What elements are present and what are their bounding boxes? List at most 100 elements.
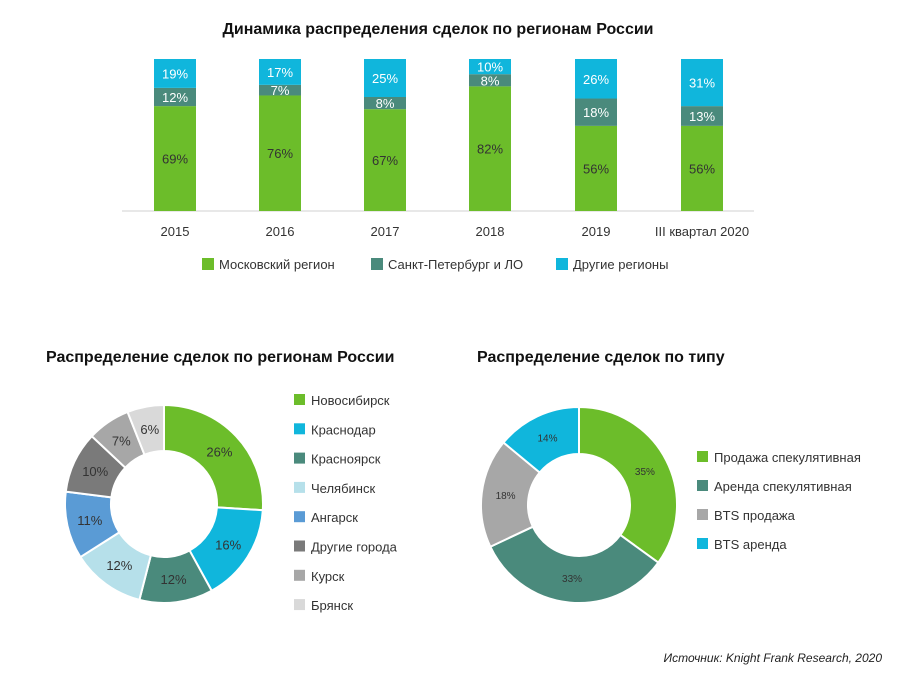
donut-slice xyxy=(502,405,580,474)
legend-label: BTS продажа xyxy=(714,508,796,523)
bar-x-axis-labels: 2015 2016 2017 2018 2019 III квартал 2020 xyxy=(161,224,750,239)
bar-chart-legend: Московский регион Санкт-Петербург и ЛО Дру… xyxy=(202,257,668,272)
bar-segment xyxy=(154,106,196,211)
legend-swatch xyxy=(697,480,708,491)
source-note: Источник: Knight Frank Research, 2020 xyxy=(663,651,883,665)
bar-chart: Динамика распределения сделок по региона… xyxy=(122,21,754,272)
donut-data-label: 33% xyxy=(562,574,582,585)
bar-segment xyxy=(154,87,196,107)
bar-chart-title: Динамика распределения сделок по региона… xyxy=(222,21,653,38)
donut-data-label: 18% xyxy=(496,491,516,502)
bar-segment xyxy=(575,125,617,211)
bar-data-label: 19% xyxy=(162,66,188,81)
bar-data-label: 12% xyxy=(162,90,188,105)
bar-segment xyxy=(681,59,723,107)
legend-swatch xyxy=(371,258,383,270)
legend-swatch xyxy=(556,258,568,270)
regions-donut-title: Распределение сделок по регионам России xyxy=(46,349,394,366)
bar-segment xyxy=(469,74,511,87)
bar-segment xyxy=(469,86,511,211)
bar-segment xyxy=(681,125,723,211)
legend-swatch xyxy=(294,599,305,611)
bar-segment xyxy=(575,98,617,126)
bar-data-label: 26% xyxy=(583,72,609,87)
legend-swatch xyxy=(294,540,305,552)
type-donut-legend: Продажа спекулятивная Аренда спекулятивна… xyxy=(697,450,861,552)
legend-label: Красноярск xyxy=(311,452,381,467)
donut-slice xyxy=(578,405,678,565)
bar-data-label: 76% xyxy=(267,146,293,161)
legend-label: Новосибирск xyxy=(311,393,390,408)
bar-x-tick-label: 2018 xyxy=(476,224,505,239)
regions-donut-slices: 26% 16% 12% 12% 11% 10% 7% 6% xyxy=(64,403,264,604)
legend-swatch xyxy=(294,511,305,523)
legend-swatch xyxy=(294,569,305,581)
bar-segment xyxy=(364,97,406,110)
bar-data-label: 17% xyxy=(267,65,293,80)
regions-donut-chart: Распределение сделок по регионам России … xyxy=(46,349,398,613)
donut-data-label: 12% xyxy=(161,572,187,587)
legend-swatch xyxy=(294,452,305,464)
legend-swatch xyxy=(294,481,305,493)
legend-swatch xyxy=(697,451,708,462)
bar-x-tick-label: III квартал 2020 xyxy=(655,224,749,239)
bar-data-label: 25% xyxy=(372,71,398,86)
legend-label: Другие регионы xyxy=(573,257,668,272)
legend-label: Московский регион xyxy=(219,257,335,272)
bar-segment xyxy=(259,95,301,211)
bar-data-label: 56% xyxy=(689,161,715,176)
donut-data-label: 10% xyxy=(82,464,108,479)
legend-swatch xyxy=(202,258,214,270)
bar-data-label: 67% xyxy=(372,153,398,168)
legend-label: Брянск xyxy=(311,598,353,613)
legend-label: Аренда спекулятивная xyxy=(714,479,852,494)
donut-slice xyxy=(163,403,264,512)
bar-segment xyxy=(259,84,301,96)
donut-data-label: 16% xyxy=(215,537,241,552)
donut-data-label: 7% xyxy=(112,434,131,449)
bar-segment xyxy=(364,109,406,211)
legend-label: Курск xyxy=(311,569,345,584)
bar-segment xyxy=(364,59,406,97)
bar-data-label: 31% xyxy=(689,76,715,91)
bar-data-label: 8% xyxy=(376,96,395,111)
bar-x-tick-label: 2015 xyxy=(161,224,190,239)
legend-label: Челябинск xyxy=(311,481,375,496)
bar-data-label: 10% xyxy=(477,60,503,75)
bar-data-label: 7% xyxy=(271,83,290,98)
legend-label: Другие города xyxy=(311,540,398,555)
legend-label: Санкт-Петербург и ЛО xyxy=(388,257,523,272)
legend-swatch xyxy=(294,394,305,405)
bar-segment xyxy=(469,59,511,75)
bar-segment xyxy=(575,59,617,99)
type-donut-slices: 35% 33% 18% 14% xyxy=(480,405,678,604)
donut-slice xyxy=(126,403,165,457)
bar-data-label: 82% xyxy=(477,142,503,157)
donut-data-label: 12% xyxy=(106,558,132,573)
donut-data-label: 6% xyxy=(140,422,159,437)
legend-swatch xyxy=(697,509,708,520)
bar-data-label: 18% xyxy=(583,105,609,120)
bar-data-label: 56% xyxy=(583,161,609,176)
bar-segment xyxy=(154,59,196,88)
legend-swatch xyxy=(294,423,305,435)
donut-data-label: 14% xyxy=(537,434,557,445)
bar-x-tick-label: 2017 xyxy=(371,224,400,239)
donut-data-label: 26% xyxy=(206,445,232,460)
bar-segment xyxy=(259,59,301,85)
bar-x-tick-label: 2019 xyxy=(582,224,611,239)
legend-label: BTS аренда xyxy=(714,537,787,552)
regions-donut-legend: Новосибирск Краснодар Красноярск Челябинск А… xyxy=(294,393,398,613)
legend-swatch xyxy=(697,538,708,549)
bars-group: 69%12%19%76%7%17%67%8%25%82%8%10%56%18%2… xyxy=(154,59,723,211)
bar-x-tick-label: 2016 xyxy=(266,224,295,239)
type-donut-chart: Распределение сделок по типу 35% 33% 18% 14… xyxy=(477,349,861,604)
legend-label: Продажа спекулятивная xyxy=(714,450,861,465)
bar-data-label: 8% xyxy=(481,73,500,88)
bar-segment xyxy=(681,106,723,126)
type-donut-title: Распределение сделок по типу xyxy=(477,349,725,366)
bar-data-label: 13% xyxy=(689,109,715,124)
legend-label: Краснодар xyxy=(311,422,376,437)
donut-data-label: 35% xyxy=(635,467,655,478)
